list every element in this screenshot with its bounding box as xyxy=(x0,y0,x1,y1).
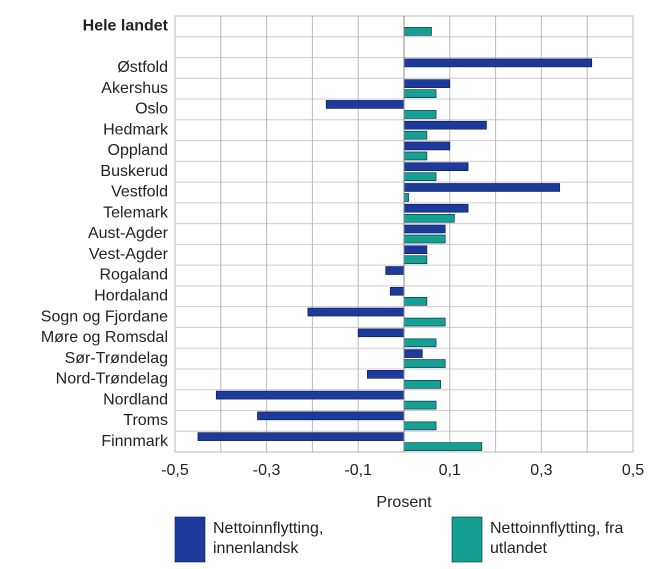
bar xyxy=(367,370,405,379)
bar xyxy=(197,432,405,441)
bar xyxy=(385,266,405,275)
bar xyxy=(307,307,405,317)
legend-swatch xyxy=(451,516,483,563)
legend-swatch xyxy=(174,516,206,563)
bar xyxy=(403,203,469,213)
bar xyxy=(403,380,441,389)
x-tick-label: -0,1 xyxy=(344,462,372,479)
bar xyxy=(403,130,428,140)
bar xyxy=(403,338,437,348)
bar xyxy=(403,172,437,182)
bar xyxy=(403,400,437,410)
x-tick-label: 0,3 xyxy=(530,462,552,479)
bar xyxy=(403,79,451,88)
x-tick-label: -0,5 xyxy=(161,462,189,479)
legend-label: Nettoinnflytting, innenlandsk xyxy=(213,520,324,557)
y-tick-label: Hedmark xyxy=(103,121,169,138)
bar xyxy=(403,296,428,306)
bar xyxy=(389,286,405,296)
bar xyxy=(325,100,405,109)
x-tick-label: -0,3 xyxy=(253,462,281,479)
bar xyxy=(403,162,469,172)
bar xyxy=(403,27,432,36)
y-tick-label: Østfold xyxy=(117,59,168,76)
bar xyxy=(403,442,483,451)
y-tick-label: Akershus xyxy=(101,80,168,97)
bar xyxy=(403,359,446,368)
bar xyxy=(403,141,451,151)
y-tick-label: Nordland xyxy=(103,391,168,408)
y-tick-label: Telemark xyxy=(103,204,169,221)
bar xyxy=(403,255,428,265)
bar xyxy=(257,411,405,421)
bar xyxy=(403,193,409,202)
bar xyxy=(403,58,593,68)
bar xyxy=(403,234,446,244)
y-tick-label: Nord-Trøndelag xyxy=(56,371,168,388)
y-tick-label: Aust-Agder xyxy=(88,225,169,242)
y-tick-label: Oslo xyxy=(135,101,168,118)
y-tick-label: Vestfold xyxy=(111,184,168,201)
y-tick-label: Sør-Trøndelag xyxy=(65,350,168,367)
bar xyxy=(403,89,437,98)
bar xyxy=(403,213,455,223)
bar xyxy=(357,328,405,338)
y-tick-label: Oppland xyxy=(108,142,169,159)
y-tick-label: Møre og Romsdal xyxy=(41,329,168,346)
y-tick-label: Hordaland xyxy=(94,288,168,305)
y-tick-label: Troms xyxy=(123,412,168,429)
y-tick-label: Finnmark xyxy=(101,433,169,450)
x-tick-label: 0,1 xyxy=(439,462,461,479)
y-tick-label: Vest-Agder xyxy=(89,246,169,263)
x-tick-label: 0,5 xyxy=(622,462,644,479)
y-tick-label: Buskerud xyxy=(100,163,168,180)
bar xyxy=(403,120,487,130)
y-tick-label: Rogaland xyxy=(100,267,169,284)
bar xyxy=(403,349,423,358)
y-tick-label: Sogn og Fjordane xyxy=(41,308,168,325)
bar xyxy=(403,421,437,431)
legend-label: Nettoinnflytting, fra utlandet xyxy=(490,520,624,557)
bar xyxy=(403,245,428,255)
bar xyxy=(403,110,437,119)
bar xyxy=(403,183,561,192)
bar xyxy=(403,151,428,161)
y-tick-label: Hele landet xyxy=(83,18,169,35)
bar xyxy=(215,390,405,400)
bar xyxy=(403,224,446,234)
bar xyxy=(403,317,446,327)
x-axis-label: Prosent xyxy=(376,494,432,511)
